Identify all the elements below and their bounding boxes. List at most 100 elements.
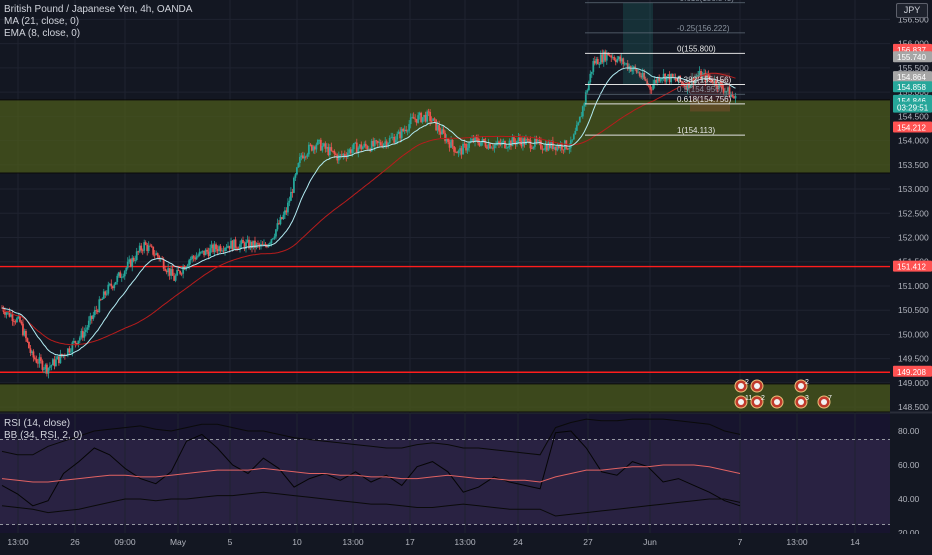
candle-body [703,73,705,75]
candle-body [177,270,180,271]
candle-body [697,75,699,77]
candle-body [686,81,689,90]
candle-body [275,229,277,237]
candle-body [165,270,168,273]
candle-body [269,242,271,245]
candle-body [616,58,619,63]
currency-badge[interactable]: JPY [896,3,928,18]
candle-body [249,241,252,249]
time-axis-tick: 10 [292,537,302,547]
candle-body [544,144,547,150]
candle-body [206,249,208,252]
candle-body [5,312,8,315]
candle-body [611,57,614,58]
candle-body [219,246,222,252]
candle-body [81,330,84,338]
candle-body [572,134,575,140]
event-badge-core [738,399,744,405]
candle-body [554,146,557,151]
candle-body [134,260,137,261]
candle-body [96,310,99,313]
event-badge-core [774,399,780,405]
candle-body [659,78,662,82]
candle-body [459,148,461,151]
candle-body [264,244,267,246]
candle-body [95,310,98,311]
time-axis-tick: 27 [583,537,593,547]
candle-body [245,242,247,249]
candle-body [346,152,349,157]
candle-body [596,58,599,65]
candle-body [143,242,146,251]
candle-body [662,73,665,79]
candle-body [444,133,446,142]
candle-body [661,78,664,80]
candle-body [462,143,464,155]
candle-body [89,315,92,321]
price-tag-box [893,81,932,93]
price-tag-label: 151.412 [897,263,926,272]
candle-body [646,80,649,85]
candle-body [51,359,54,366]
candle-body [372,140,375,146]
candle-body [236,247,238,249]
candle-body [83,332,86,338]
candle-body [366,146,369,150]
price-axis-tick: 154.000 [898,136,929,146]
ema-legend[interactable]: EMA (8, close, 0) [4,28,81,39]
candle-body [423,114,426,118]
rsi-line [1,430,741,507]
candle-body [75,343,78,345]
candle-body [411,117,414,118]
candle-body [456,152,458,154]
candle-body [135,251,138,261]
candle-body [99,299,102,301]
candle-body [378,142,381,144]
bb-legend[interactable]: BB (34, RSI, 2, 0) [4,430,83,441]
candle-body [313,146,316,150]
candle-body [710,78,713,82]
candle-body [243,243,246,249]
candle-body [120,277,123,278]
candle-body [257,243,259,245]
candle-body [712,81,714,84]
candle-body [17,315,20,319]
candle-body [210,244,213,249]
candle-body [391,136,394,138]
candle-body [14,321,17,323]
candle-body [435,119,438,131]
candle-body [427,111,430,113]
candle-body [517,137,520,142]
time-axis-tick: 26 [70,537,80,547]
candle-body [216,249,219,252]
candle-body [164,268,167,271]
candle-body [337,155,340,161]
candle-body [233,239,235,250]
candle-body [571,139,574,141]
candle-body [406,130,409,132]
candle-body [557,145,560,149]
bb-upper-line [1,418,741,456]
candle-body [288,200,291,203]
candle-body [188,260,191,266]
price-tag-label: 156.837 [897,46,926,55]
price-tag-box [893,365,932,377]
candle-body [719,81,722,84]
symbol-title[interactable]: British Pound / Japanese Yen, 4h, OANDA [4,4,193,15]
candle-body [298,156,301,164]
candle-body [730,94,732,98]
candle-body [471,138,473,142]
rsi-legend[interactable]: RSI (14, close) [4,418,71,429]
candle-body [575,124,578,131]
candle-body [54,359,57,367]
candle-body [608,55,611,57]
candle-body [559,143,562,149]
candle-body [191,256,194,260]
price-axis-tick: 152.000 [898,233,929,243]
candle-body [49,366,51,368]
candle-body [287,202,289,213]
candle-body [614,59,617,63]
candle-body [11,314,14,322]
ma-legend[interactable]: MA (21, close, 0) [4,16,80,27]
